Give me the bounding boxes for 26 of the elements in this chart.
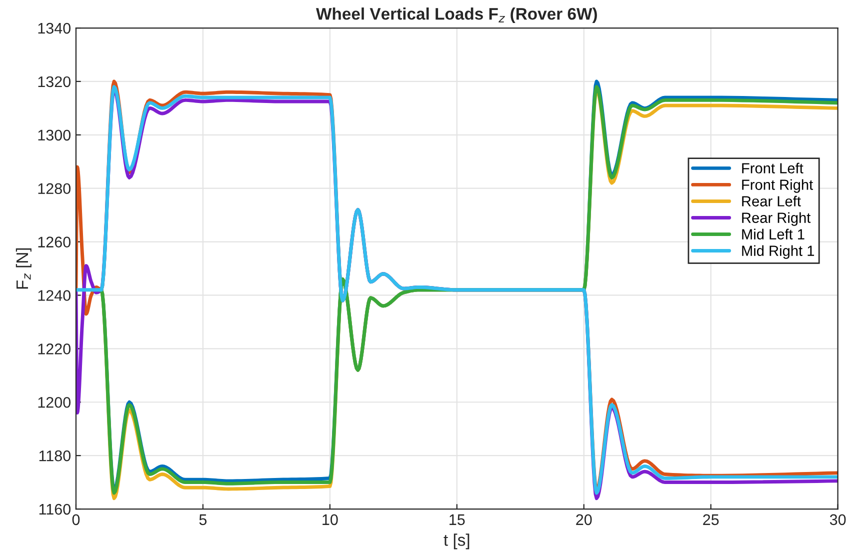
- x-tick-label: 20: [576, 514, 592, 526]
- x-tick-label: 15: [450, 514, 465, 526]
- y-tick-label: 1180: [39, 450, 71, 462]
- legend-label: Mid Left 1: [742, 228, 804, 240]
- x-tick-label: 10: [322, 514, 338, 526]
- y-tick-label: 1280: [38, 183, 71, 194]
- y-tick-label: 1300: [38, 130, 71, 141]
- y-tick-label: 1340: [38, 22, 71, 34]
- y-tick-label: 1200: [38, 396, 71, 408]
- y-tick-label: 1220: [38, 344, 71, 354]
- x-tick-label: 25: [703, 514, 719, 526]
- legend-label: Rear Left: [742, 196, 801, 206]
- y-tick-label: 1320: [38, 76, 71, 88]
- legend-label: Mid Right 1: [742, 245, 814, 259]
- y-tick-label: 1260: [38, 236, 71, 248]
- x-tick-label: 30: [830, 514, 846, 526]
- x-tick-label: 0: [72, 514, 80, 526]
- x-tick-label: 5: [199, 514, 207, 526]
- y-tick-label: 1240: [38, 290, 71, 301]
- chart-title: Wheel Vertical Loads F$_{z}$ (Rover 6W): [316, 8, 597, 24]
- legend-label: Front Right: [742, 179, 814, 193]
- y-tick-label: 1160: [39, 504, 71, 515]
- legend-label: Front Left: [742, 162, 804, 174]
- legend-label: Rear Right: [742, 212, 811, 226]
- y-axis-title: F$_{z}$ [N]: [16, 248, 32, 289]
- x-axis-title: t [s]: [444, 534, 470, 550]
